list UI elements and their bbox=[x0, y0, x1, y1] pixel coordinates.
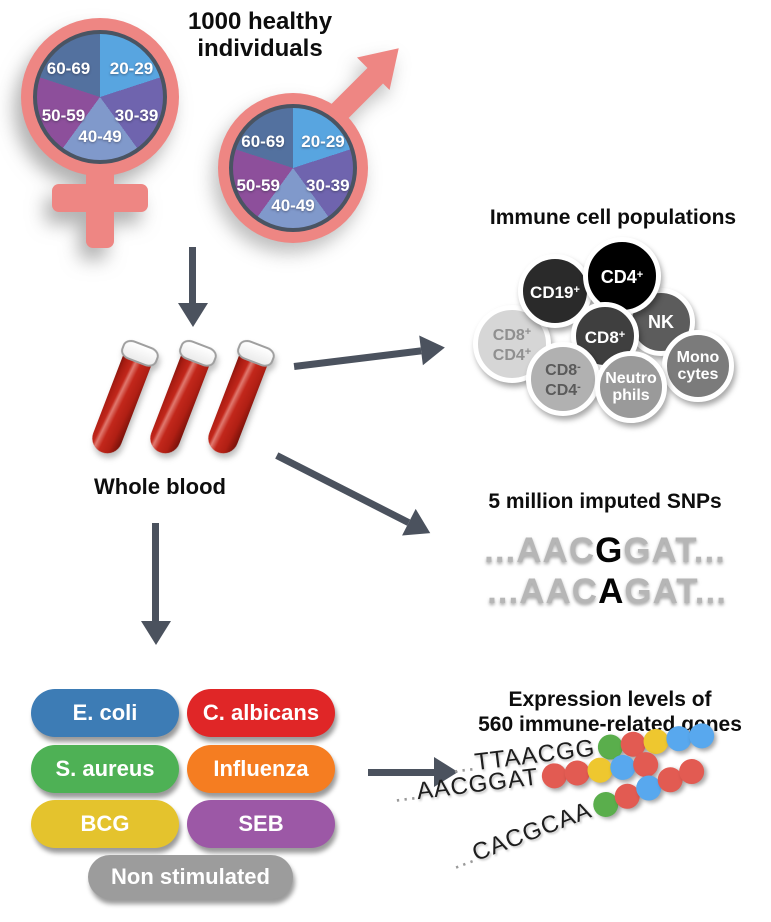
stimulus-bcg: BCG bbox=[31, 800, 179, 848]
cell-cd8neg-cd4neg: CD8- CD4- bbox=[526, 342, 600, 416]
gene-sequence: CACGCAA bbox=[468, 796, 596, 867]
stimulus-label: Non stimulated bbox=[111, 864, 270, 889]
expression-title: Expression levels of 560 immune-related … bbox=[450, 687, 770, 737]
arrow-shaft bbox=[189, 247, 197, 303]
sequence-ellipsis: ... bbox=[392, 778, 419, 808]
cell-label: cytes bbox=[677, 366, 719, 383]
red-dot bbox=[539, 761, 568, 790]
cohort-title: 1000 healthy individuals bbox=[160, 8, 360, 62]
snp-context: ...AAC bbox=[484, 531, 596, 570]
age-label-40-49: 40-49 bbox=[78, 127, 122, 147]
cell-monocytes: Mono cytes bbox=[662, 330, 734, 402]
stimulus-non-stimulated: Non stimulated bbox=[88, 855, 293, 899]
stimulus-label: S. aureus bbox=[55, 756, 155, 781]
stimulus-label: SEB bbox=[238, 811, 284, 836]
age-label-40-49: 40-49 bbox=[271, 196, 315, 216]
cell-label: CD4- bbox=[545, 381, 581, 399]
stimulus-c-albicans: C. albicans bbox=[187, 689, 335, 737]
age-label-30-39: 30-39 bbox=[114, 105, 159, 125]
arrow-head-icon bbox=[419, 332, 447, 366]
cell-neutrophils: Neutro phils bbox=[595, 351, 667, 423]
snp-sequence-1: ...AACGGAT... bbox=[450, 531, 760, 571]
arrow-head-icon bbox=[178, 303, 208, 327]
age-pie-female: 20-29 30-39 40-49 50-59 60-69 bbox=[33, 30, 167, 164]
arrow-shaft bbox=[275, 451, 411, 526]
snp-context: GAT... bbox=[624, 572, 727, 611]
cell-label: CD8+ bbox=[492, 326, 532, 344]
age-label-20-29: 20-29 bbox=[109, 59, 154, 79]
stimulus-label: Influenza bbox=[213, 756, 309, 781]
age-label-60-69: 60-69 bbox=[46, 59, 91, 79]
stimulus-e-coli: E. coli bbox=[31, 689, 179, 737]
expression-title-line1: Expression levels of bbox=[508, 688, 712, 711]
arrow-head-icon bbox=[434, 757, 458, 787]
whole-blood-label: Whole blood bbox=[94, 474, 226, 499]
arrow-blood-to-snps bbox=[270, 442, 438, 547]
snp-context: ...AAC bbox=[487, 572, 599, 611]
male-symbol: 20-29 30-39 40-49 50-59 60-69 bbox=[218, 32, 433, 256]
stimulus-label: E. coli bbox=[72, 700, 138, 725]
age-label-20-29: 20-29 bbox=[301, 131, 345, 151]
arrow-shaft bbox=[152, 523, 160, 621]
cohort-title-line1: 1000 healthy bbox=[187, 8, 333, 35]
cohort-title-line2: individuals bbox=[197, 35, 323, 62]
arrow-cohort-to-blood bbox=[178, 247, 208, 327]
age-label-50-59: 50-59 bbox=[41, 105, 86, 125]
female-crossbar bbox=[52, 184, 148, 212]
cell-label: CD4+ bbox=[600, 266, 644, 287]
arrow-head-icon bbox=[141, 621, 171, 645]
arrow-shaft bbox=[293, 346, 422, 370]
arrow-stimuli-to-expression bbox=[368, 757, 458, 787]
female-symbol: 20-29 30-39 40-49 50-59 60-69 bbox=[16, 14, 191, 259]
cell-label: Mono bbox=[676, 349, 720, 366]
cell-label: phils bbox=[612, 387, 650, 404]
cell-label: CD4+ bbox=[492, 346, 532, 364]
age-pie-male: 20-29 30-39 40-49 50-59 60-69 bbox=[229, 104, 357, 232]
arrow-shaft bbox=[368, 768, 434, 776]
arrow-blood-to-stimuli bbox=[141, 523, 171, 645]
cell-label: CD19+ bbox=[530, 282, 580, 302]
stimulus-label: BCG bbox=[80, 811, 130, 836]
stimulus-seb: SEB bbox=[187, 800, 335, 848]
arrow-head-icon bbox=[402, 508, 438, 547]
blue-dot bbox=[687, 721, 716, 750]
snp-context: GAT... bbox=[623, 531, 726, 570]
arrow-blood-to-cells bbox=[292, 332, 447, 381]
cell-label: CD8+ bbox=[584, 327, 626, 347]
immune-cells-title: Immune cell populations bbox=[489, 206, 737, 229]
snp-sequence-2: ...AACAGAT... bbox=[452, 572, 762, 612]
stimulus-s-aureus: S. aureus bbox=[31, 745, 179, 793]
stimulus-influenza: Influenza bbox=[187, 745, 335, 793]
stimulus-label: C. albicans bbox=[202, 700, 320, 725]
cell-label: CD8- bbox=[545, 361, 581, 379]
cell-label: NK bbox=[648, 311, 674, 332]
age-label-60-69: 60-69 bbox=[241, 131, 285, 151]
snp-variant: G bbox=[595, 531, 624, 570]
red-dot bbox=[562, 758, 591, 787]
yellow-dot bbox=[585, 755, 614, 784]
snps-title: 5 million imputed SNPs bbox=[488, 490, 722, 513]
snp-variant: A bbox=[598, 572, 625, 611]
cell-label: Neutro bbox=[605, 370, 657, 387]
blue-dot bbox=[608, 753, 637, 781]
age-label-30-39: 30-39 bbox=[306, 176, 350, 195]
age-label-50-59: 50-59 bbox=[236, 176, 280, 195]
